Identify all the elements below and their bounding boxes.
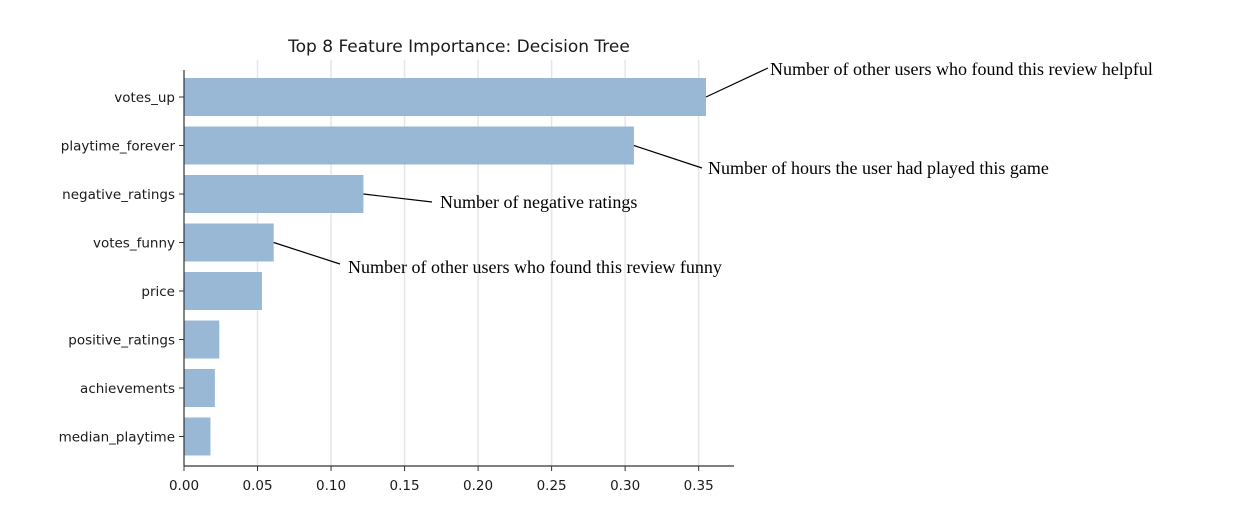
bar-achievements <box>184 369 215 407</box>
annotation-line-votes_funny <box>273 241 341 265</box>
category-label: median_playtime <box>59 430 175 446</box>
annotation-text-playtime_forever: Number of hours the user had played this… <box>708 158 1049 178</box>
xtick-label: 0.30 <box>610 478 640 494</box>
category-label: votes_up <box>114 90 175 106</box>
xtick-label: 0.20 <box>463 478 493 494</box>
annotation-text-negative_ratings: Number of negative ratings <box>440 192 637 212</box>
bar-votes_funny <box>184 223 274 262</box>
category-label: price <box>141 284 175 300</box>
category-label: playtime_forever <box>61 139 176 155</box>
xtick-label: 0.15 <box>390 478 420 494</box>
xtick-label: 0.25 <box>537 478 567 494</box>
category-label: votes_funny <box>93 236 175 252</box>
xtick-label: 0.10 <box>316 478 346 494</box>
annotation-line-negative_ratings <box>363 193 433 203</box>
xtick-label: 0.00 <box>169 478 199 494</box>
bar-positive_ratings <box>184 320 220 359</box>
bar-median_playtime <box>184 417 211 456</box>
bar-negative_ratings <box>184 175 364 213</box>
xtick-label: 0.05 <box>242 478 272 494</box>
bar-playtime_forever <box>184 126 634 165</box>
xtick-label: 0.35 <box>684 478 714 494</box>
category-label: achievements <box>80 381 175 397</box>
bar-price <box>184 272 262 310</box>
bar-votes_up <box>184 78 706 116</box>
annotation-line-votes_up <box>705 67 769 98</box>
chart-title: Top 8 Feature Importance: Decision Tree <box>287 37 630 57</box>
category-label: negative_ratings <box>62 187 175 203</box>
annotation-text-votes_up: Number of other users who found this rev… <box>770 59 1153 79</box>
annotation-line-playtime_forever <box>633 144 703 169</box>
annotation-text-votes_funny: Number of other users who found this rev… <box>348 257 722 277</box>
category-label: positive_ratings <box>68 333 175 349</box>
